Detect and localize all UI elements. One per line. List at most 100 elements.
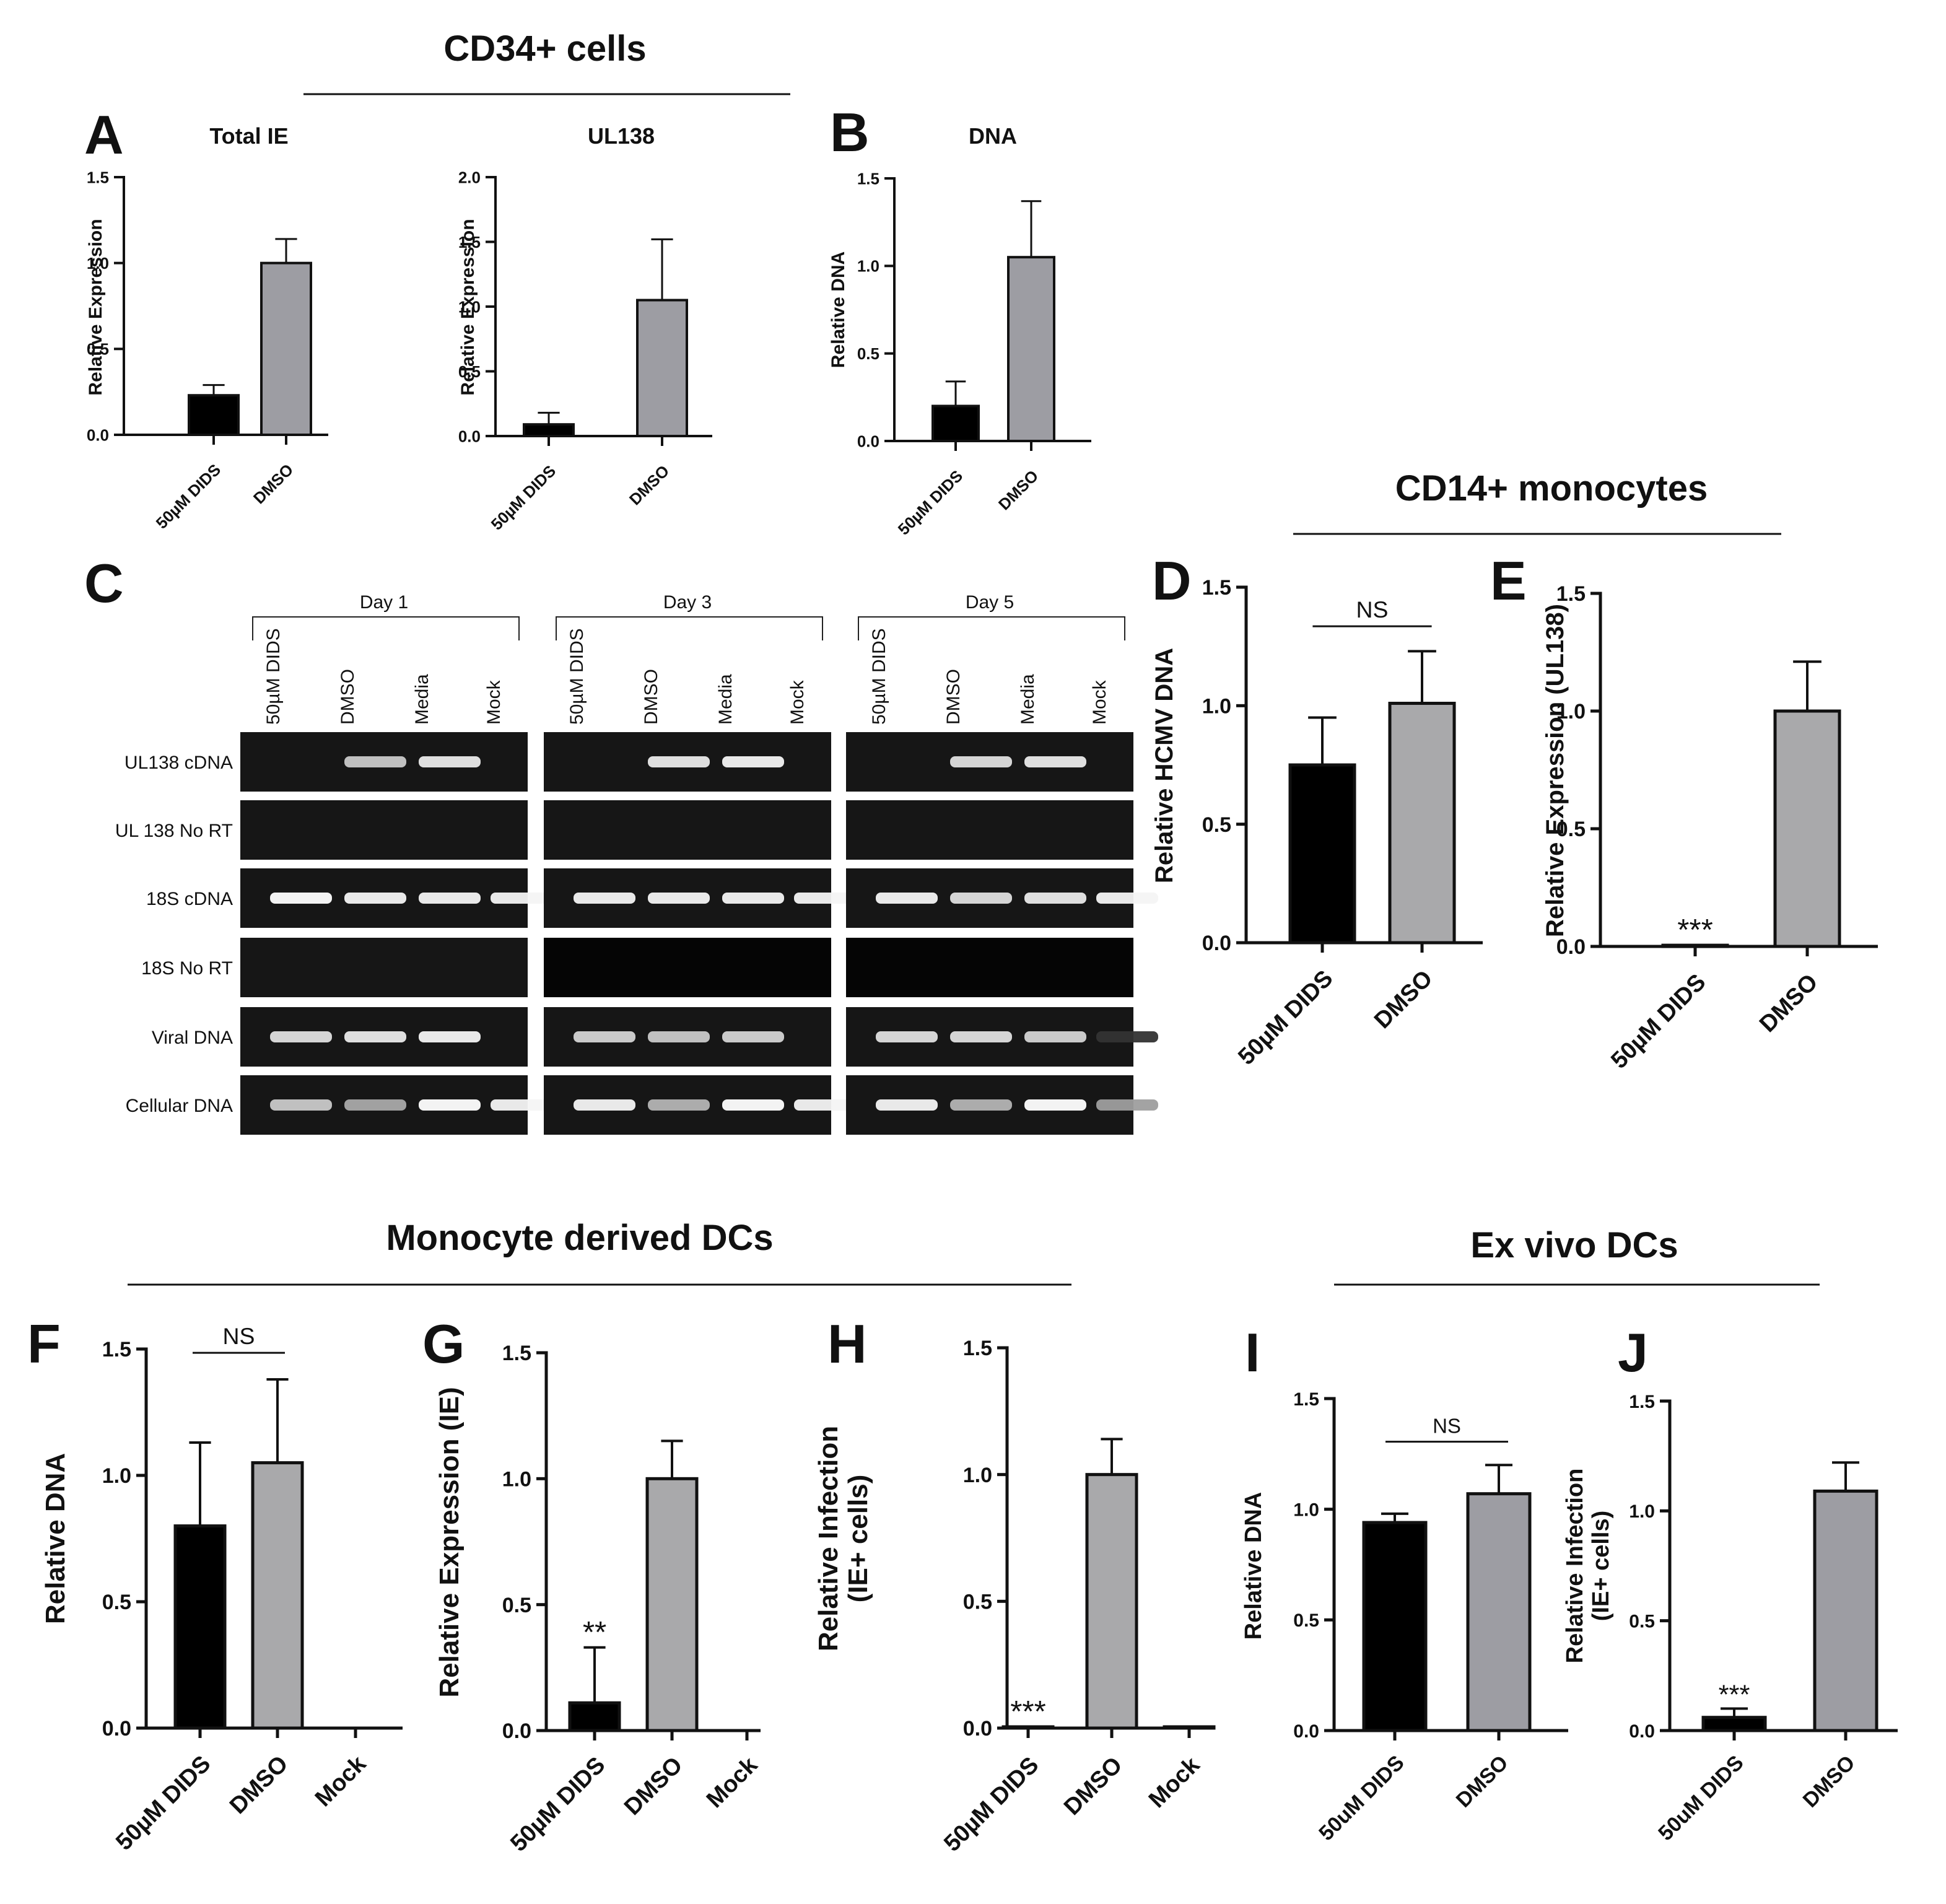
chart-modc-dna: F 0.0 0.5 1.0 1.5 Relative DNA 50µM DIDS DMSO Mo…: [27, 1313, 403, 1856]
gel-band: [574, 1099, 635, 1111]
gel-band: [491, 1099, 552, 1111]
gel-band: [344, 1031, 406, 1042]
gel-band: [1024, 1031, 1086, 1042]
gel-band: [794, 1099, 856, 1111]
gel-band: [1096, 893, 1158, 904]
lane-label: Mock: [484, 679, 504, 725]
y-tick-label: 0.5: [1202, 813, 1231, 837]
category-label: 50µM DIDS: [152, 460, 225, 533]
panel-letter: E: [1490, 550, 1527, 611]
gel-band: [270, 893, 332, 904]
gel-band: [648, 1099, 710, 1111]
gel-band: [876, 1031, 938, 1042]
gel-band: [574, 893, 635, 904]
category-label: DMSO: [1799, 1751, 1860, 1812]
chart-dna: B DNA 0.0 0.5 1.0 1.5 Relative DNA 50µM DIDS DMS…: [828, 102, 1091, 539]
y-tick-label: 0.5: [1556, 818, 1586, 841]
section-cd14: CD14+ monocytes: [1293, 468, 1781, 535]
y-axis-label: Relative DNA: [40, 1453, 71, 1624]
y-tick-label: 1.5: [1629, 1392, 1655, 1412]
y-tick-label: 1.0: [1202, 695, 1231, 718]
y-tick-label: 0.0: [1629, 1721, 1655, 1742]
y-axis-label: Relative Expression: [458, 219, 478, 395]
gel-row-label: Viral DNA: [152, 1028, 233, 1048]
y-axis-label: Relative DNA: [828, 251, 849, 368]
y-tick-label: 0.0: [857, 432, 879, 450]
category-label: 50µM DIDS: [487, 461, 560, 534]
category-label: DMSO: [619, 1752, 687, 1820]
y-axis-label: Relative Infection: [1562, 1469, 1588, 1664]
lane-label: DMSO: [338, 669, 358, 725]
section-title-exvivo: Ex vivo DCs: [1470, 1225, 1678, 1265]
panel-letter: B: [830, 102, 870, 163]
gel-band: [344, 756, 406, 767]
y-tick-label: 1.5: [102, 1338, 131, 1361]
gel-band: [1024, 1099, 1086, 1111]
lane-label: Mock: [787, 679, 808, 725]
category-label: 50µM DIDS: [894, 466, 967, 539]
y-tick-label: 0.5: [857, 344, 879, 363]
y-tick-label: 1.0: [1293, 1500, 1319, 1520]
gel-band: [1024, 893, 1086, 904]
section-title-modc: Monocyte derived DCs: [386, 1218, 773, 1258]
gel-band: [876, 893, 938, 904]
y-tick-label: 0.5: [458, 362, 481, 381]
bar: [251, 1461, 304, 1730]
y-tick-label: 1.0: [458, 297, 481, 316]
panel-letter: J: [1618, 1322, 1648, 1383]
category-label: 50µM DIDS: [1606, 969, 1711, 1074]
chart-title: Total IE: [209, 123, 288, 149]
chart-modc-infection: H 0.0 0.5 1.0 1.5 Relative Infection (IE+ cell…: [813, 1313, 1216, 1857]
gel-strip: [544, 938, 831, 997]
bar: [636, 299, 688, 437]
section-title-cd34: CD34+ cells: [443, 28, 646, 69]
panel-letter: H: [827, 1313, 867, 1374]
y-tick-label: 1.0: [102, 1464, 131, 1488]
day-bracket: [858, 616, 1125, 640]
gel-band: [876, 1099, 938, 1111]
gel-band: [950, 1099, 1012, 1111]
significance-label: NS: [1356, 596, 1389, 622]
y-tick-label: 1.0: [963, 1464, 992, 1487]
y-axis-label: Relative Expression (UL138): [1542, 604, 1569, 937]
lane-label: Mock: [1089, 679, 1110, 725]
lane-label: DMSO: [641, 669, 661, 725]
y-tick-label: 1.5: [857, 169, 879, 188]
gel-row-label: UL138 cDNA: [124, 753, 233, 773]
y-tick-label: 0.0: [458, 427, 481, 445]
gel-band: [722, 756, 784, 767]
category-label: DMSO: [1755, 969, 1823, 1037]
category-label: DMSO: [225, 1751, 293, 1819]
gel-band: [419, 1031, 481, 1042]
panel-letter: I: [1245, 1322, 1260, 1383]
gel-band: [722, 1099, 784, 1111]
bar: [1362, 1521, 1428, 1732]
y-tick-label: 0.0: [102, 1717, 131, 1740]
significance-label: NS: [223, 1323, 255, 1349]
panel-letter: D: [1152, 550, 1192, 611]
chart-total-ie: A Total IE 0.0 0.5 1.0 1.5 Relative Expression…: [84, 104, 328, 533]
section-exvivo: Ex vivo DCs: [1334, 1225, 1820, 1286]
gel-band: [419, 756, 481, 767]
y-axis-label: Relative DNA: [1241, 1492, 1267, 1640]
y-tick-label: 0.0: [502, 1719, 531, 1743]
y-tick-label: 2.0: [458, 168, 481, 186]
panel-letter: A: [84, 104, 124, 165]
gel-band: [722, 1031, 784, 1042]
category-label: DMSO: [1369, 966, 1438, 1034]
chart-ul138: UL138 0.0 0.5 1.0 1.5 2.0 Relative Expression 5…: [458, 123, 712, 534]
y-tick-label: 1.5: [1556, 582, 1586, 606]
gel-band: [950, 893, 1012, 904]
gel-band: [1096, 1031, 1158, 1042]
lane-label: 50µM DIDS: [263, 628, 284, 725]
panel-letter: C: [84, 552, 124, 614]
chart-hcmv-dna: D 0.0 0.5 1.0 1.5 Relative HCMV DNA 50µM DIDS D…: [1151, 550, 1483, 1070]
y-tick-label: 1.5: [1202, 576, 1231, 600]
significance-label: NS: [1433, 1415, 1461, 1438]
y-tick-label: 0.5: [1293, 1610, 1319, 1631]
bar: [188, 394, 240, 436]
bar: [1007, 256, 1055, 442]
chart-title: DNA: [969, 123, 1017, 149]
category-label: Mock: [1144, 1752, 1205, 1813]
